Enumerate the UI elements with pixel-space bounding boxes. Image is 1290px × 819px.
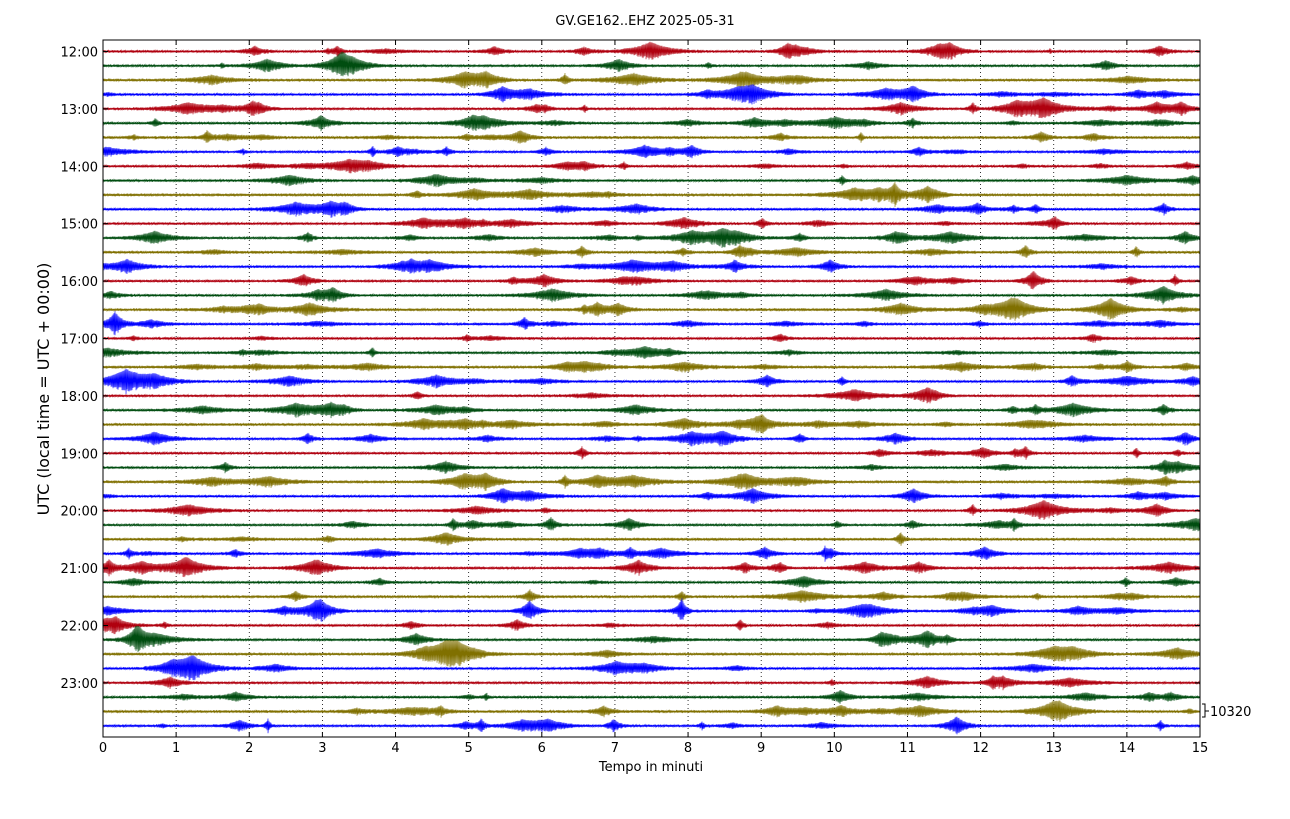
hour-label: 23:00 bbox=[61, 677, 98, 692]
y-axis-label: UTC (local time = UTC + 00:00) bbox=[34, 263, 53, 516]
seismic-traces bbox=[102, 41, 1201, 735]
x-tick-label: 3 bbox=[318, 741, 326, 756]
x-tick-label: 14 bbox=[1119, 741, 1136, 756]
seismic-trace bbox=[102, 41, 1201, 60]
amplitude-scale-bar: 10320 bbox=[1202, 703, 1251, 720]
hour-label: 21:00 bbox=[61, 562, 98, 577]
hour-label: 22:00 bbox=[61, 620, 98, 635]
seismic-trace bbox=[102, 625, 1201, 653]
x-tick-label: 4 bbox=[391, 741, 399, 756]
scale-label: 10320 bbox=[1210, 705, 1251, 720]
x-tick-label: 2 bbox=[245, 741, 253, 756]
seismic-trace bbox=[102, 640, 1201, 668]
seismic-trace bbox=[102, 655, 1201, 681]
hour-label: 13:00 bbox=[61, 103, 98, 118]
hour-label: 20:00 bbox=[61, 505, 98, 520]
hour-label: 12:00 bbox=[61, 46, 98, 61]
seismic-trace bbox=[102, 130, 1201, 144]
x-tick-label: 8 bbox=[684, 741, 692, 756]
hour-label: 19:00 bbox=[61, 447, 98, 462]
plot-frame bbox=[102, 39, 1201, 738]
hour-label: 15:00 bbox=[61, 218, 98, 233]
seismic-trace bbox=[102, 51, 1201, 77]
x-axis-ticks: 0 1 2 3 4 5 6 7 8 9 10 11 12 13 14 15 bbox=[99, 40, 1208, 756]
seismic-trace bbox=[102, 414, 1201, 434]
seismic-trace bbox=[102, 244, 1201, 259]
x-tick-label: 1 bbox=[172, 741, 180, 756]
seismic-trace bbox=[102, 598, 1201, 622]
seismic-trace bbox=[102, 557, 1201, 578]
seismic-trace bbox=[102, 97, 1201, 119]
seismic-trace bbox=[102, 589, 1201, 603]
grid-lines bbox=[175, 40, 1128, 737]
chart-title: GV.GE162..EHZ 2025-05-31 bbox=[555, 14, 734, 29]
x-tick-label: 12 bbox=[972, 741, 989, 756]
seismic-trace bbox=[102, 311, 1201, 336]
y-axis-ticks: 12:00 13:00 14:00 15:00 16:00 17:00 18:00 19:00… bbox=[61, 46, 1200, 692]
x-tick-label: 5 bbox=[465, 741, 473, 756]
hour-label: 16:00 bbox=[61, 275, 98, 290]
x-tick-label: 9 bbox=[757, 741, 765, 756]
x-tick-label: 13 bbox=[1045, 741, 1062, 756]
hour-label: 17:00 bbox=[61, 333, 98, 348]
x-tick-label: 15 bbox=[1192, 741, 1209, 756]
hour-label: 18:00 bbox=[61, 390, 98, 405]
x-tick-label: 11 bbox=[899, 741, 916, 756]
seismic-trace bbox=[102, 271, 1201, 290]
seismic-trace bbox=[102, 472, 1201, 491]
x-tick-label: 6 bbox=[538, 741, 546, 756]
x-tick-label: 10 bbox=[826, 741, 843, 756]
hour-label: 14:00 bbox=[61, 160, 98, 175]
x-tick-label: 0 bbox=[99, 741, 107, 756]
x-tick-label: 7 bbox=[611, 741, 619, 756]
x-axis-label: Tempo in minuti bbox=[598, 760, 703, 775]
